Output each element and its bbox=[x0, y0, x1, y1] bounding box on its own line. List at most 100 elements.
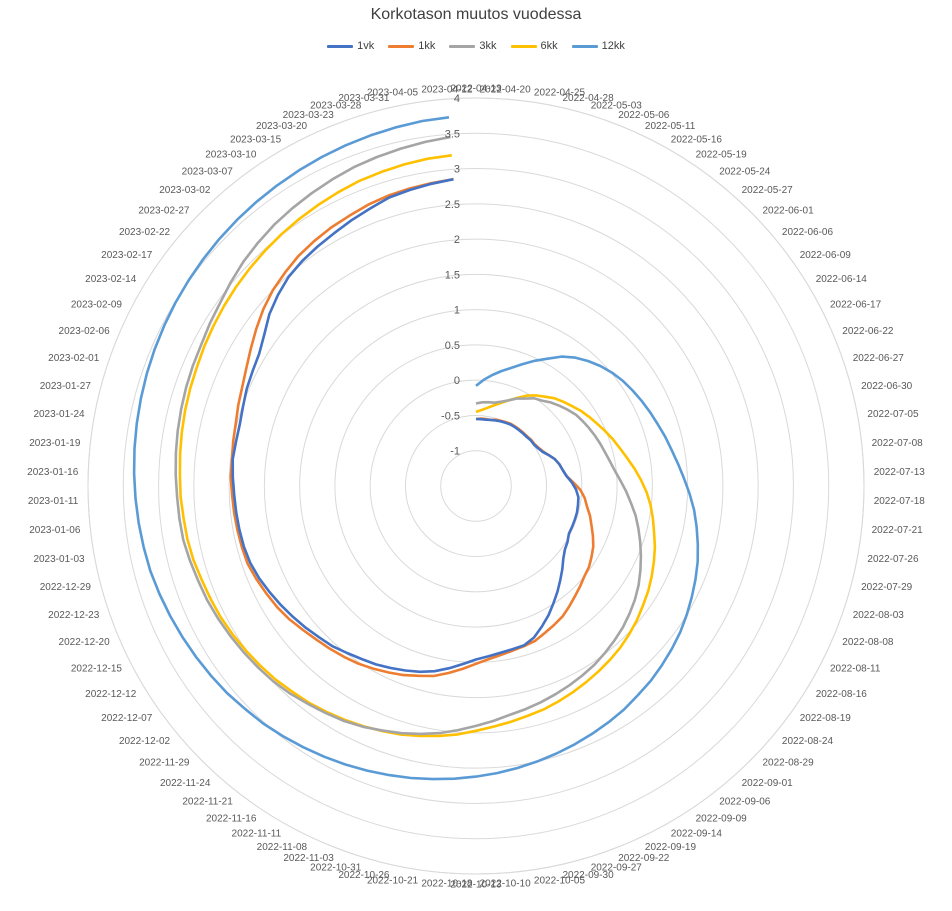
category-label: 2022-11-21 bbox=[182, 797, 233, 808]
legend-label: 12kk bbox=[601, 40, 625, 52]
category-label: 2022-06-14 bbox=[816, 274, 868, 285]
category-label: 2023-01-24 bbox=[33, 409, 85, 420]
category-label: 2022-06-22 bbox=[842, 326, 894, 337]
legend-item: 1kk bbox=[388, 40, 435, 52]
category-label: 2023-02-22 bbox=[119, 227, 171, 238]
category-label: 2023-02-09 bbox=[71, 300, 123, 311]
category-label: 2023-03-31 bbox=[338, 93, 390, 104]
category-label: 2022-06-01 bbox=[763, 205, 815, 216]
category-label: 2023-03-23 bbox=[283, 110, 335, 121]
category-label: 2022-11-29 bbox=[139, 758, 190, 769]
category-label: 2023-02-27 bbox=[138, 205, 190, 216]
category-label: 2022-08-29 bbox=[763, 758, 815, 769]
category-label: 2022-04-20 bbox=[480, 85, 532, 96]
category-label: 2022-05-06 bbox=[618, 110, 670, 121]
category-label: 2022-08-19 bbox=[800, 713, 852, 724]
category-label: 2023-04-05 bbox=[367, 88, 419, 99]
series-line-1kk bbox=[229, 177, 595, 678]
radial-tick-label: 2.5 bbox=[445, 199, 460, 211]
legend-item: 1vk bbox=[327, 40, 374, 52]
category-label: 2022-10-18 bbox=[421, 878, 473, 889]
legend-label: 3kk bbox=[479, 40, 497, 52]
legend-label: 6kk bbox=[540, 40, 558, 52]
category-label: 2022-12-23 bbox=[48, 610, 100, 621]
category-label: 2023-03-07 bbox=[182, 167, 234, 178]
category-label: 2023-02-06 bbox=[59, 326, 111, 337]
category-label: 2022-09-19 bbox=[645, 842, 697, 853]
category-label: 2022-10-13 bbox=[450, 880, 502, 891]
category-label: 2022-08-11 bbox=[830, 664, 881, 675]
category-label: 2023-01-06 bbox=[29, 525, 81, 536]
category-label: 2022-08-03 bbox=[853, 610, 905, 621]
legend-swatch bbox=[388, 44, 415, 48]
category-label: 2022-05-27 bbox=[742, 185, 794, 196]
category-label: 2022-08-16 bbox=[816, 689, 868, 700]
category-label: 2022-06-27 bbox=[853, 353, 905, 364]
category-label: 2023-02-01 bbox=[48, 353, 100, 364]
radial-tick-label: 1.5 bbox=[445, 269, 460, 281]
legend-swatch bbox=[571, 44, 598, 48]
legend-swatch bbox=[327, 44, 354, 48]
category-label: 2022-11-03 bbox=[283, 853, 334, 864]
category-label: 2022-09-27 bbox=[591, 863, 643, 874]
category-label: 2023-03-10 bbox=[205, 150, 257, 161]
radial-tick-label: 3 bbox=[454, 164, 460, 176]
grid-ring bbox=[158, 168, 794, 804]
category-label: 2022-04-13 bbox=[450, 84, 502, 95]
series-line-3kk bbox=[174, 135, 643, 736]
grid-ring bbox=[440, 450, 512, 522]
category-label: 2022-05-03 bbox=[591, 100, 643, 111]
category-label: 2022-09-14 bbox=[671, 829, 723, 840]
series-line-1vk bbox=[231, 177, 580, 674]
category-label: 2023-01-27 bbox=[40, 381, 92, 392]
category-label: 2022-08-24 bbox=[782, 736, 834, 747]
chart-title: Korkotason muutos vuodessa bbox=[370, 6, 582, 23]
category-label: 2023-01-19 bbox=[29, 438, 81, 449]
category-label: 2022-06-06 bbox=[782, 227, 834, 238]
category-label: 2022-06-30 bbox=[861, 381, 913, 392]
category-label: 2022-10-26 bbox=[338, 870, 390, 881]
category-label: 2023-03-20 bbox=[256, 121, 308, 132]
category-label: 2022-10-05 bbox=[534, 875, 586, 886]
category-label: 2022-11-11 bbox=[232, 829, 282, 840]
chart-legend: 1vk 1kk 3kk 6kk 12kk bbox=[0, 40, 952, 52]
legend-swatch bbox=[510, 44, 537, 48]
category-label: 2023-02-14 bbox=[85, 274, 137, 285]
grid-ring bbox=[369, 379, 583, 593]
radial-tick-label: 1 bbox=[454, 305, 460, 317]
series-line-12kk bbox=[132, 116, 700, 781]
radial-tick-label: -0.5 bbox=[441, 410, 460, 422]
category-label: 2023-01-16 bbox=[27, 467, 79, 478]
category-label: 2022-05-16 bbox=[671, 134, 723, 145]
grid-ring bbox=[404, 414, 548, 558]
series-line-6kk bbox=[178, 154, 657, 738]
category-label: 2023-03-15 bbox=[230, 134, 282, 145]
legend-label: 1kk bbox=[418, 40, 436, 52]
category-label: 2022-05-24 bbox=[719, 167, 771, 178]
category-label: 2022-05-11 bbox=[645, 121, 696, 132]
category-label: 2022-04-25 bbox=[534, 88, 586, 99]
category-label: 2022-06-17 bbox=[830, 300, 882, 311]
grid-outer-ring bbox=[87, 97, 865, 875]
grid-ring bbox=[299, 309, 653, 663]
category-label: 2022-11-16 bbox=[206, 813, 257, 824]
legend-item: 12kk bbox=[571, 40, 625, 52]
category-label: 2022-08-08 bbox=[842, 637, 894, 648]
category-label: 2022-09-22 bbox=[618, 853, 670, 864]
category-label: 2022-07-13 bbox=[874, 467, 926, 478]
radial-tick-label: 4 bbox=[454, 93, 460, 105]
category-label: 2022-07-05 bbox=[867, 409, 919, 420]
category-label: 2022-07-08 bbox=[872, 438, 924, 449]
category-label: 2022-11-24 bbox=[160, 778, 211, 789]
category-label: 2022-04-28 bbox=[563, 93, 615, 104]
category-label: 2022-11-08 bbox=[257, 842, 308, 853]
category-label: 2023-04-12 bbox=[421, 85, 473, 96]
category-label: 2022-12-15 bbox=[71, 664, 123, 675]
category-label: 2023-01-11 bbox=[28, 496, 79, 507]
category-label: 2022-07-18 bbox=[874, 496, 926, 507]
category-label: 2023-03-02 bbox=[159, 185, 211, 196]
category-label: 2022-09-30 bbox=[563, 870, 615, 881]
legend-label: 1vk bbox=[357, 40, 375, 52]
